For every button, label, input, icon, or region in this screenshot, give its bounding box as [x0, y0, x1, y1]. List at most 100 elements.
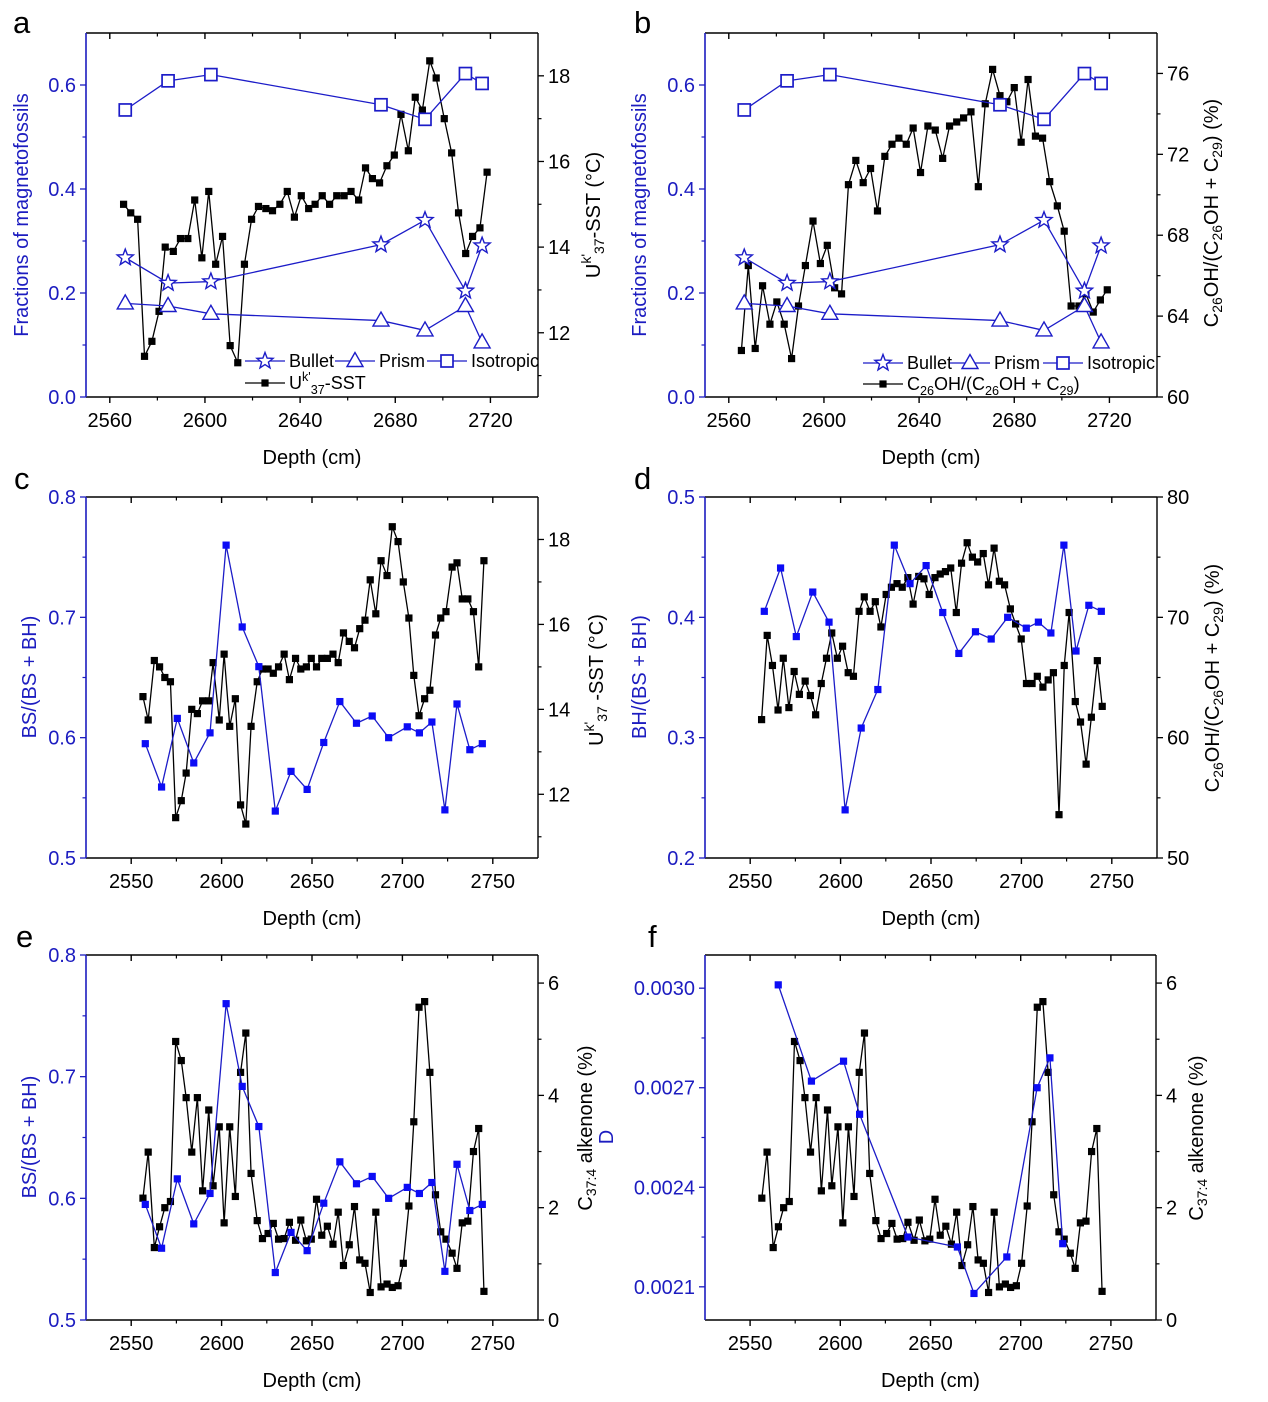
data-point [1072, 647, 1080, 655]
data-point [453, 1160, 461, 1168]
data-point [967, 108, 975, 116]
data-point [318, 654, 326, 662]
data-point [466, 746, 474, 754]
right-y-axis-title-segment: alkenone (%) [575, 1045, 597, 1168]
data-point [860, 593, 868, 601]
data-point [372, 610, 380, 618]
data-point [276, 200, 284, 208]
data-point [1017, 635, 1025, 643]
data-point [258, 1234, 267, 1243]
left-y-tick-label: 0.8 [48, 945, 76, 967]
data-point [323, 1222, 331, 1230]
legend-label-segment: Isotropic [471, 351, 539, 371]
right-y-axis-title-segment: OH + C [1202, 623, 1224, 690]
data-point [205, 1106, 213, 1114]
right-y-tick-label: 4 [548, 1085, 559, 1107]
x-tick-label: 2550 [728, 1333, 773, 1355]
series-line [760, 542, 1103, 816]
data-point [172, 814, 180, 822]
data-point [405, 614, 413, 622]
data-point [1082, 1217, 1090, 1225]
data-point [888, 140, 896, 148]
data-point [1022, 679, 1031, 688]
data-point [448, 1249, 456, 1257]
right-y-tick-label: 12 [548, 784, 570, 806]
data-point [1093, 657, 1101, 665]
data-point [790, 667, 798, 676]
data-point [311, 200, 319, 208]
data-point [872, 1217, 880, 1225]
data-point [809, 588, 817, 596]
left-y-tick-label: 0.0024 [634, 1177, 695, 1199]
data-point [1076, 1219, 1085, 1227]
data-point [989, 65, 997, 73]
data-point [844, 181, 853, 189]
data-point [440, 115, 448, 123]
data-point [828, 629, 836, 637]
data-point [787, 354, 796, 363]
right-y-tick-label: 68 [1167, 225, 1189, 247]
right-y-axis-title-segment: OH/(C [1202, 706, 1224, 763]
data-point [428, 1178, 436, 1187]
right-y-tick-label: 60 [1167, 728, 1189, 750]
data-point [339, 629, 348, 637]
data-point [734, 247, 755, 267]
legend-marker [879, 380, 887, 388]
series-line [124, 72, 483, 120]
data-point [336, 1158, 344, 1166]
series-line [144, 1003, 483, 1274]
data-point [857, 724, 865, 732]
data-point [285, 676, 293, 684]
data-point [1075, 296, 1094, 313]
data-point [774, 706, 782, 714]
data-point [158, 272, 179, 292]
data-point [448, 149, 456, 157]
data-point [971, 628, 980, 636]
left-y-tick-label: 0.3 [667, 728, 695, 750]
series-line [740, 68, 1108, 360]
data-point [340, 192, 348, 200]
data-point [1071, 697, 1079, 706]
left-y-axis-title: BS/(BS + BH) [19, 1076, 41, 1199]
series-c37-4-alkenone [139, 998, 488, 1297]
data-point [898, 583, 906, 591]
data-point [777, 296, 797, 313]
data-point [1097, 607, 1105, 615]
x-tick-label: 2680 [992, 410, 1037, 432]
data-point [466, 1206, 474, 1215]
series-line [777, 984, 1064, 1295]
data-point [383, 162, 391, 170]
data-point [238, 1082, 246, 1090]
data-point [297, 665, 305, 673]
series-line [124, 219, 483, 292]
left-y-tick-label: 0.2 [48, 283, 76, 305]
data-point [1031, 132, 1040, 140]
data-point [990, 544, 998, 552]
data-point [155, 1223, 164, 1231]
data-point [1065, 608, 1073, 617]
right-y-tick-label: 2 [1166, 1198, 1177, 1220]
data-point [385, 1194, 393, 1202]
data-point [428, 718, 436, 726]
data-point [280, 1234, 288, 1243]
data-point [394, 1282, 402, 1290]
right-y-tick-label: 6 [548, 973, 559, 995]
data-point [1006, 1283, 1015, 1292]
data-point [437, 614, 445, 622]
data-point [823, 67, 837, 82]
data-point [258, 665, 267, 673]
x-axis-title-segment: Depth (cm) [263, 447, 362, 469]
data-point [856, 1110, 864, 1118]
data-point [1087, 1147, 1096, 1156]
data-point [1023, 1202, 1031, 1210]
data-point [169, 247, 177, 255]
data-point [372, 1208, 380, 1216]
data-point [226, 722, 234, 730]
data-point [323, 654, 331, 662]
data-point [1049, 669, 1058, 677]
left-y-tick-label: 0.2 [667, 283, 695, 305]
data-point [291, 654, 300, 662]
data-point [236, 801, 245, 809]
legend-label: Prism [379, 351, 425, 371]
data-point [176, 234, 185, 243]
